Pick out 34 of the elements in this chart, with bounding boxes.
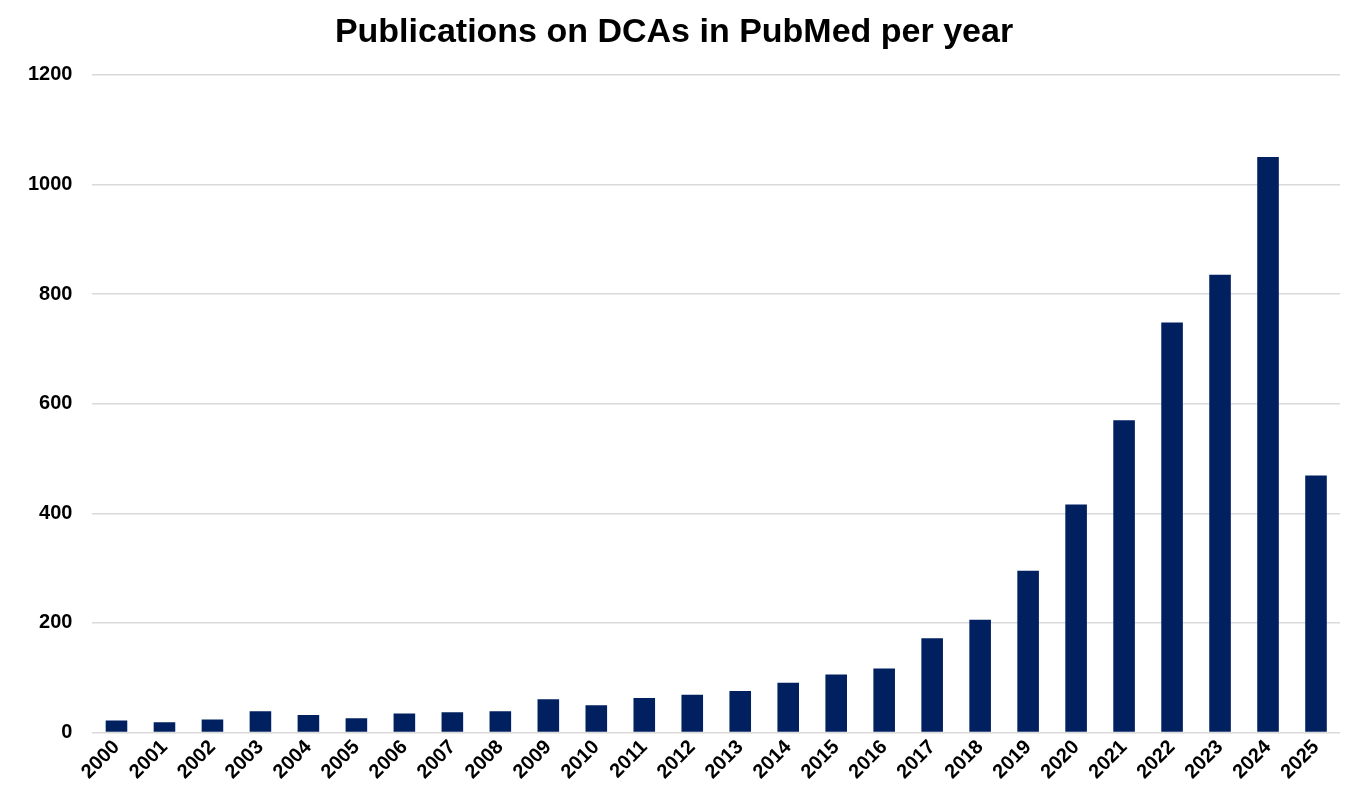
bar [201,719,224,732]
y-tick-label: 1000 [27,171,73,194]
bar [1209,274,1231,732]
bar [1161,322,1183,732]
y-tick-label: 400 [39,500,73,523]
bar [825,674,847,732]
chart-title: Publications on DCAs in PubMed per year [334,10,1014,49]
bar [249,711,272,732]
bar [681,694,704,732]
bar [969,619,991,732]
bar [729,690,752,732]
bar [441,712,464,732]
y-tick-label: 800 [39,281,73,304]
y-tick-label: 200 [39,610,73,633]
y-tick-label: 1200 [27,62,73,85]
bar [1017,570,1039,732]
y-tick-label: 0 [61,720,73,743]
bar [153,722,176,732]
bar [921,638,943,732]
bar [393,713,416,732]
bar [537,699,560,732]
bar [105,720,128,732]
bar [345,718,368,732]
bar [1065,504,1087,732]
bar [1113,420,1135,732]
bar [633,698,656,732]
bar [585,705,608,732]
bar [1305,475,1327,732]
bar [873,668,895,732]
bar [1257,157,1279,732]
bar [777,682,800,732]
bar [489,711,512,732]
bar [297,715,320,732]
y-tick-label: 600 [39,391,73,414]
